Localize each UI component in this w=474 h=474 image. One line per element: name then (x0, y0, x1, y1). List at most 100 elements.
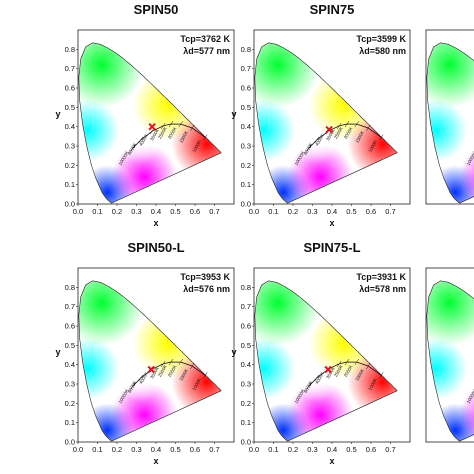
cct-tick (138, 374, 144, 381)
data-point (148, 122, 156, 131)
chart-panel: SPIN50-L1000K1500K2000K2500K3000K4000K60… (55, 240, 235, 466)
y-tick-label: 0.7 (65, 64, 75, 73)
cct-label: 4000K (314, 371, 325, 385)
y-tick-label: 0.4 (241, 360, 251, 369)
chart-panel: SPIN751000K1500K2000K2500K3000K4000K6000… (231, 2, 411, 228)
cct-tick (130, 383, 135, 390)
x-tick-label: 0.5 (170, 207, 180, 216)
x-tick-label: 0.0 (249, 207, 259, 216)
cct-label: 2500K (333, 126, 344, 140)
x-tick-label: 0.2 (112, 445, 122, 454)
y-tick-label: 0.0 (241, 438, 251, 447)
x-tick-label: 0.1 (92, 207, 102, 216)
cct-tick (354, 358, 359, 366)
tcp-annotation: Tcp=3953 K (180, 272, 230, 282)
x-tick-label: 0.6 (366, 445, 376, 454)
panel-title: SPIN50 (134, 2, 179, 17)
chart-panel: 1000K1500K2000K2500K3000K4000K6000K10000… (0, 260, 2, 458)
cct-label: 2000K (167, 364, 178, 378)
tcp-annotation: Tcp=3931 K (356, 272, 406, 282)
cct-tick (314, 136, 320, 143)
y-tick-label: 0.1 (65, 418, 75, 427)
data-point (324, 365, 332, 374)
cct-tick (203, 372, 208, 379)
cct-tick (314, 374, 320, 381)
cct-tick (178, 358, 183, 366)
cct-label: 3000K (149, 128, 160, 142)
y-axis-label: y (55, 109, 60, 119)
y-tick-label: 0.0 (65, 438, 75, 447)
cct-label: 1500K (354, 130, 365, 144)
panel-title: SPIN50-L (127, 240, 184, 255)
panel-title: SPIN75-L (303, 240, 360, 255)
cct-label: 1000K (367, 139, 378, 153)
cct-tick (366, 124, 371, 132)
y-tick-label: 0.1 (241, 418, 251, 427)
x-tick-label: 0.2 (288, 207, 298, 216)
y-tick-label: 0.7 (241, 302, 251, 311)
cct-tick (160, 122, 166, 130)
spectral-locus (426, 280, 474, 442)
x-tick-label: 0.7 (385, 445, 395, 454)
cct-tick (354, 120, 359, 128)
cct-label: 2500K (157, 364, 168, 378)
cct-tick (168, 120, 174, 128)
spectral-locus (254, 280, 398, 442)
panels: 1000K1500K2000K2500K3000K4000K6000K10000… (0, 2, 474, 466)
y-tick-label: 0.2 (241, 161, 251, 170)
tcp-annotation: Tcp=3762 K (180, 34, 230, 44)
planckian-locus (308, 123, 382, 149)
y-tick-label: 0.5 (65, 103, 75, 112)
y-tick-label: 0.5 (241, 103, 251, 112)
y-tick-label: 0.8 (241, 283, 251, 292)
y-tick-label: 0.4 (65, 122, 75, 131)
dominant-wavelength-annotation: λd=580 nm (359, 46, 406, 56)
x-axis-label: x (329, 456, 334, 466)
y-tick-label: 0.0 (65, 200, 75, 209)
cct-label: 1000K (191, 377, 202, 391)
y-tick-label: 0.7 (241, 64, 251, 73)
spectral-locus (254, 42, 398, 204)
x-tick-label: 0.0 (249, 445, 259, 454)
y-tick-label: 0.8 (241, 45, 251, 54)
data-point (147, 365, 155, 374)
y-tick-label: 0.1 (241, 180, 251, 189)
y-tick-label: 0.3 (241, 142, 251, 151)
cct-label: 2000K (343, 126, 354, 140)
cct-tick (130, 145, 135, 152)
cct-label: 2000K (167, 126, 178, 140)
y-tick-label: 0.5 (65, 341, 75, 350)
x-tick-label: 0.5 (346, 207, 356, 216)
cct-tick (203, 134, 208, 141)
x-tick-label: 0.3 (307, 445, 317, 454)
x-tick-label: 0.6 (190, 445, 200, 454)
cct-tick (190, 362, 195, 370)
x-tick-label: 0.4 (151, 445, 161, 454)
cct-label: 4000K (138, 133, 149, 147)
x-tick-label: 0.6 (190, 207, 200, 216)
y-tick-label: 0.2 (65, 399, 75, 408)
y-axis-label: y (231, 347, 236, 357)
x-axis-label: x (153, 218, 158, 228)
y-tick-label: 0.6 (65, 322, 75, 331)
tcp-annotation: Tcp=3599 K (356, 34, 406, 44)
x-tick-label: 0.5 (170, 445, 180, 454)
dominant-wavelength-annotation: λd=578 nm (359, 284, 406, 294)
y-tick-label: 0.1 (65, 180, 75, 189)
x-tick-label: 0.2 (288, 445, 298, 454)
cct-label: 4000K (314, 133, 325, 147)
x-tick-label: 0.0 (73, 445, 83, 454)
y-axis-label: y (231, 109, 236, 119)
cct-tick (379, 134, 384, 141)
cct-tick (190, 124, 195, 132)
x-tick-label: 0.6 (366, 207, 376, 216)
x-tick-label: 0.7 (385, 207, 395, 216)
y-tick-label: 0.5 (241, 341, 251, 350)
x-tick-label: 0.3 (131, 445, 141, 454)
chart-panel: 1000K1500K2000K2500K3000K4000K6000K10000… (0, 22, 2, 220)
chart-panel: 1000K1500K2000K2500K3000K4000K6000K10000… (425, 267, 474, 443)
x-tick-label: 0.5 (346, 445, 356, 454)
panel-title: SPIN75 (310, 2, 355, 17)
y-tick-label: 0.4 (65, 360, 75, 369)
